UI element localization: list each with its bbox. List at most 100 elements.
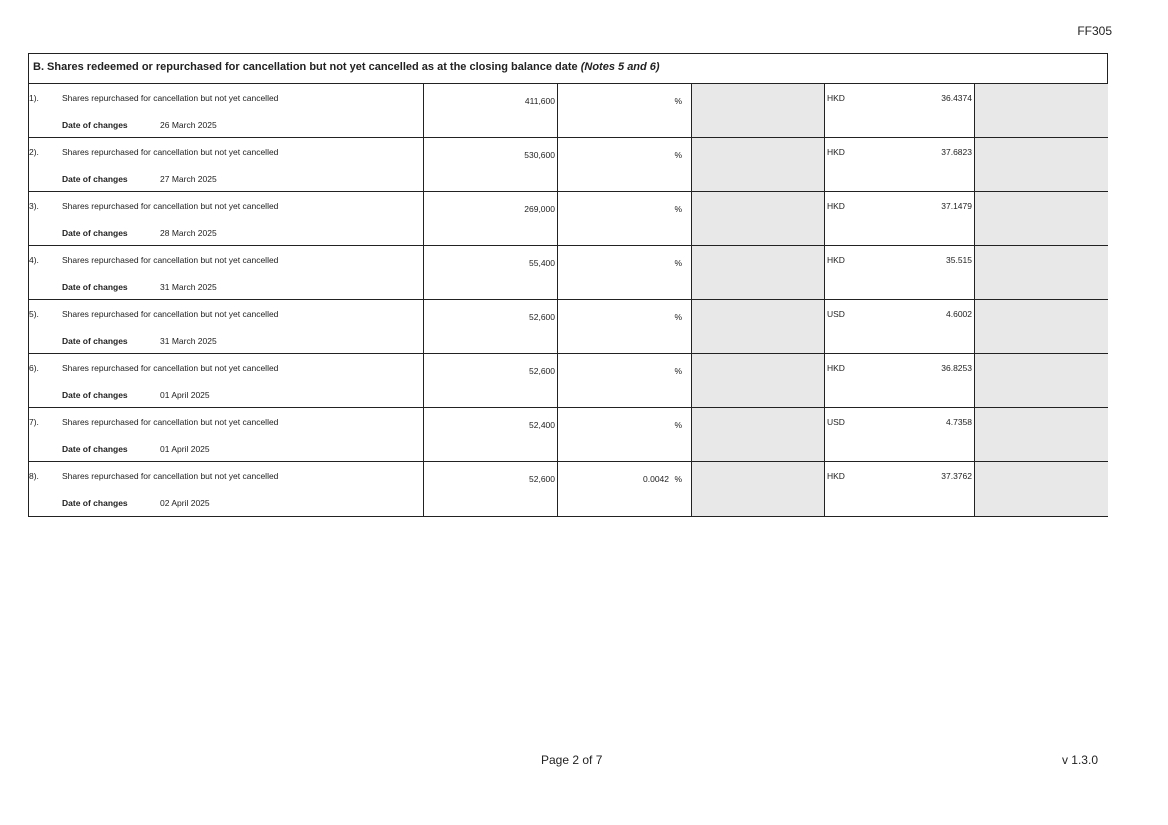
section-notes: (Notes 5 and 6) [580, 61, 660, 73]
percent-sign: % [674, 420, 682, 430]
price-cell: USD 4.6002 [824, 300, 974, 353]
currency: HKD [827, 147, 845, 157]
row-number: 2). [29, 147, 39, 157]
version: v 1.3.0 [1061, 753, 1098, 767]
shares-cell: 269,000 [423, 192, 557, 245]
price-value: 37.3762 [941, 471, 972, 481]
price-cell: HKD 36.8253 [824, 354, 974, 407]
shares-count: 52,600 [529, 312, 555, 322]
shaded-cell [974, 138, 1108, 191]
percentage-cell: % [557, 354, 691, 407]
shaded-cell [691, 138, 824, 191]
shares-cell: 52,600 [423, 354, 557, 407]
date-value: 31 March 2025 [160, 336, 217, 346]
percent-sign: % [674, 204, 682, 214]
shaded-cell [691, 300, 824, 353]
row-description: Shares repurchased for cancellation but … [62, 201, 279, 211]
row-description: Shares repurchased for cancellation but … [62, 417, 279, 427]
section-title-text: B. Shares redeemed or repurchased for ca… [33, 61, 578, 73]
description-cell: 7). Shares repurchased for cancellation … [29, 408, 423, 461]
percent-sign: % [674, 258, 682, 268]
currency: USD [827, 417, 845, 427]
shares-cell: 530,600 [423, 138, 557, 191]
row-description: Shares repurchased for cancellation but … [62, 93, 279, 103]
price-value: 36.8253 [941, 363, 972, 373]
price-cell: HKD 35.515 [824, 246, 974, 299]
shares-count: 411,600 [524, 96, 555, 106]
date-label: Date of changes [62, 174, 128, 184]
row-number: 5). [29, 309, 39, 319]
description-cell: 4). Shares repurchased for cancellation … [29, 246, 423, 299]
description-cell: 6). Shares repurchased for cancellation … [29, 354, 423, 407]
percent-sign: % [674, 312, 682, 322]
currency: HKD [827, 255, 845, 265]
shares-cell: 52,400 [423, 408, 557, 461]
table-row: 4). Shares repurchased for cancellation … [29, 246, 1108, 300]
table-row: 5). Shares repurchased for cancellation … [29, 300, 1108, 354]
shares-repurchased-table: B. Shares redeemed or repurchased for ca… [28, 53, 1108, 517]
shares-count: 52,600 [529, 366, 555, 376]
date-label: Date of changes [62, 120, 128, 130]
date-label: Date of changes [62, 228, 128, 238]
description-cell: 2). Shares repurchased for cancellation … [29, 138, 423, 191]
shaded-cell [974, 246, 1108, 299]
shaded-cell [691, 408, 824, 461]
shares-cell: 55,400 [423, 246, 557, 299]
price-value: 4.7358 [946, 417, 972, 427]
percent-sign: % [674, 96, 682, 106]
date-value: 27 March 2025 [160, 174, 217, 184]
shares-count: 530,600 [524, 150, 555, 160]
row-number: 3). [29, 201, 39, 211]
table-row: 2). Shares repurchased for cancellation … [29, 138, 1108, 192]
date-value: 02 April 2025 [160, 498, 210, 508]
price-value: 37.1479 [941, 201, 972, 211]
description-cell: 3). Shares repurchased for cancellation … [29, 192, 423, 245]
shaded-cell [691, 246, 824, 299]
currency: HKD [827, 201, 845, 211]
price-value: 36.4374 [941, 93, 972, 103]
price-value: 4.6002 [946, 309, 972, 319]
shaded-cell [691, 192, 824, 245]
date-value: 01 April 2025 [160, 390, 210, 400]
shares-count: 269,000 [524, 204, 555, 214]
row-number: 4). [29, 255, 39, 265]
date-value: 31 March 2025 [160, 282, 217, 292]
shares-count: 52,400 [529, 420, 555, 430]
price-value: 37.6823 [941, 147, 972, 157]
date-label: Date of changes [62, 444, 128, 454]
row-description: Shares repurchased for cancellation but … [62, 255, 279, 265]
currency: HKD [827, 363, 845, 373]
shares-count: 55,400 [529, 258, 555, 268]
percentage-cell: % [557, 246, 691, 299]
shares-cell: 411,600 [423, 84, 557, 137]
percentage-cell: % [557, 84, 691, 137]
percent-sign: % [674, 474, 682, 484]
date-label: Date of changes [62, 498, 128, 508]
currency: USD [827, 309, 845, 319]
date-value: 28 March 2025 [160, 228, 217, 238]
shaded-cell [974, 192, 1108, 245]
table-row: 3). Shares repurchased for cancellation … [29, 192, 1108, 246]
row-description: Shares repurchased for cancellation but … [62, 147, 279, 157]
table-body: 1). Shares repurchased for cancellation … [29, 84, 1108, 516]
shares-cell: 52,600 [423, 462, 557, 516]
row-description: Shares repurchased for cancellation but … [62, 363, 279, 373]
shaded-cell [691, 84, 824, 137]
description-cell: 1). Shares repurchased for cancellation … [29, 84, 423, 137]
percentage-cell: % [557, 408, 691, 461]
percent-sign: % [674, 366, 682, 376]
price-value: 35.515 [946, 255, 972, 265]
price-cell: HKD 37.3762 [824, 462, 974, 516]
description-cell: 5). Shares repurchased for cancellation … [29, 300, 423, 353]
percentage-cell: 0.0042% [557, 462, 691, 516]
shaded-cell [974, 300, 1108, 353]
description-cell: 8). Shares repurchased for cancellation … [29, 462, 423, 516]
price-cell: HKD 37.6823 [824, 138, 974, 191]
shaded-cell [691, 462, 824, 516]
date-label: Date of changes [62, 390, 128, 400]
shaded-cell [974, 462, 1108, 516]
shaded-cell [691, 354, 824, 407]
percentage-cell: % [557, 192, 691, 245]
shaded-cell [974, 354, 1108, 407]
price-cell: HKD 37.1479 [824, 192, 974, 245]
